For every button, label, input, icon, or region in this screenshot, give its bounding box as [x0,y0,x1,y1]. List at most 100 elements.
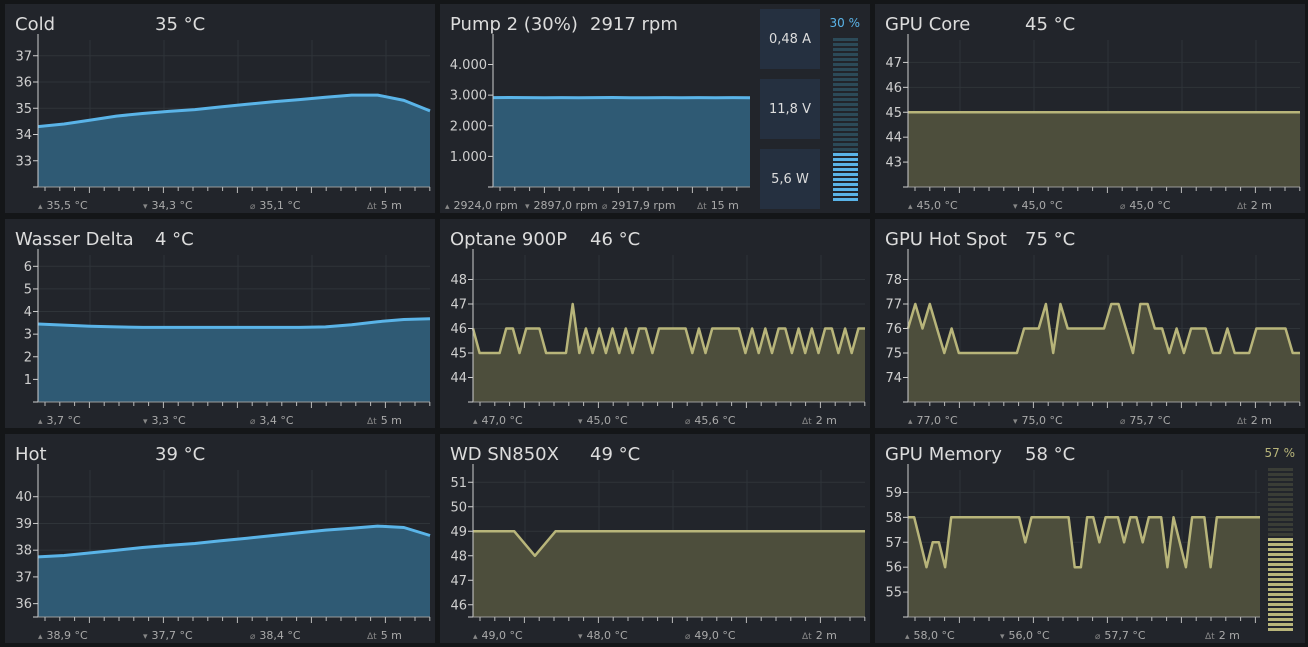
avg-icon: ⌀ [685,632,691,642]
chart: 43 44 45 46 47 [885,34,1301,193]
sensor-panel[interactable]: Wasser Delta 4 °C 1 2 3 4 5 6 ▴ 3,7 °C ▾ 3,3 °C ⌀ 3,4… [5,219,435,428]
footer-min-text: 45,0 °C [586,414,628,427]
level-segment [1268,613,1293,616]
panel-value: 46 °C [590,229,641,250]
level-segment [1268,548,1293,551]
min-icon: ▾ [578,417,583,427]
level-segment [833,158,858,161]
sensor-panel[interactable]: GPU Hot Spot 75 °C 74 75 76 77 78 ▴ 77,0 °C ▾ 75,0… [875,219,1305,428]
sensor-panel[interactable]: WD SN850X 49 °C 46 47 48 49 50 51 ▴ 49,0 °C ▾ 48,0 … [440,434,870,643]
y-tick-label: 43 [885,156,902,171]
level-segment [833,173,858,176]
level-segment [833,48,858,51]
panel-value: 35 °C [155,14,206,35]
panel-title: GPU Core [885,14,971,35]
footer-avg-text: 45,0 °C [1129,199,1171,212]
series-area [473,304,865,402]
footer-max: ▴ 3,7 °C [38,414,81,427]
series-area [908,112,1300,187]
footer-min-text: 3,3 °C [151,414,186,427]
footer-duration: Δt 2 m [802,414,837,427]
min-icon: ▾ [578,632,583,642]
footer-max-text: 47,0 °C [481,414,523,427]
footer-avg: ⌀ 38,4 °C [250,629,301,642]
y-tick-label: 39 [15,517,32,532]
level-segment [1268,493,1293,496]
panel-title: GPU Hot Spot [885,229,1007,250]
footer-avg: ⌀ 35,1 °C [250,199,301,212]
sensor-panel[interactable]: Pump 2 (30%) 2917 rpm 1.000 2.000 3.000 4.000… [440,4,870,213]
footer-min: ▾ 34,3 °C [143,199,193,212]
y-tick-label: 44 [450,371,467,386]
footer-max: ▴ 38,9 °C [38,629,88,642]
series-area [38,95,430,187]
sensor-panel[interactable]: GPU Memory 58 °C 55 56 57 58 59 ▴ 58,0 °C ▾ 56,0 °… [875,434,1305,643]
avg-icon: ⌀ [685,417,691,427]
y-tick-label: 49 [450,525,467,540]
chart: 44 45 46 47 48 [450,249,866,408]
footer-min: ▾ 45,0 °C [578,414,628,427]
footer-min: ▾ 75,0 °C [1013,414,1063,427]
y-tick-label: 76 [885,322,902,337]
level-segment [833,43,858,46]
footer-duration: Δt 5 m [367,414,402,427]
footer-min: ▾ 56,0 °C [1000,629,1050,642]
footer-duration-text: 2 m [815,629,837,642]
max-icon: ▴ [908,417,913,427]
footer-avg: ⌀ 3,4 °C [250,414,294,427]
y-tick-label: 37 [15,49,32,64]
level-segment [833,183,858,186]
sensor-panel[interactable]: Hot 39 °C 36 37 38 39 40 ▴ 38,9 °C ▾ 37,7 °C ⌀ 38,4 … [5,434,435,643]
footer-max: ▴ 77,0 °C [908,414,958,427]
series-line [908,516,1260,569]
footer-min: ▾ 3,3 °C [143,414,186,427]
level-segment [833,63,858,66]
footer-avg: ⌀ 45,0 °C [1120,199,1171,212]
level-segment [833,38,858,41]
level-segment [1268,578,1293,581]
series-area [38,318,430,402]
level-segment [1268,568,1293,571]
y-tick-label: 46 [450,598,467,613]
sensor-panel[interactable]: Cold 35 °C 33 34 35 36 37 ▴ 35,5 °C ▾ 34,3 °C ⌀ 35,1… [5,4,435,213]
min-icon: ▾ [1013,202,1018,212]
level-segment [833,108,858,111]
avg-icon: ⌀ [602,202,608,212]
series-line [471,302,865,355]
y-tick-label: 47 [450,298,467,313]
panel-title: Optane 900P [450,229,568,250]
duration-icon: Δt [367,202,377,212]
y-tick-label: 4 [24,305,32,320]
footer-avg-text: 49,0 °C [694,629,736,642]
footer-duration-text: 15 m [710,199,739,212]
footer-max-text: 38,9 °C [46,629,88,642]
panel-value: 45 °C [1025,14,1076,35]
footer-duration: Δt 2 m [802,629,837,642]
sensor-panel[interactable]: GPU Core 45 °C 43 44 45 46 47 ▴ 45,0 °C ▾ 45,0 °C ⌀… [875,4,1305,213]
panel-title: WD SN850X [450,444,559,465]
level-segment [833,193,858,196]
series-line [37,524,431,559]
y-tick-label: 45 [450,347,467,362]
series-area [908,517,1260,617]
level-segment [833,148,858,151]
sensor-panel[interactable]: Optane 900P 46 °C 44 45 46 47 48 ▴ 47,0 °C ▾ 45,0 … [440,219,870,428]
chart: 1 2 3 4 5 6 [24,249,431,408]
panel-title: Hot [15,444,47,465]
max-icon: ▴ [38,417,43,427]
duration-icon: Δt [802,417,812,427]
y-tick-label: 74 [885,371,902,386]
y-tick-label: 36 [15,597,32,612]
level-segment [1268,558,1293,561]
y-tick-label: 44 [885,131,902,146]
level-segment [833,78,858,81]
footer-max: ▴ 35,5 °C [38,199,88,212]
level-segment [833,123,858,126]
footer-max: ▴ 49,0 °C [473,629,523,642]
footer-min: ▾ 37,7 °C [143,629,193,642]
avg-icon: ⌀ [250,417,256,427]
y-tick-label: 3 [24,328,32,343]
footer-min-text: 45,0 °C [1021,199,1063,212]
y-tick-label: 50 [450,500,467,515]
chart: 1.000 2.000 3.000 4.000 [450,34,751,193]
